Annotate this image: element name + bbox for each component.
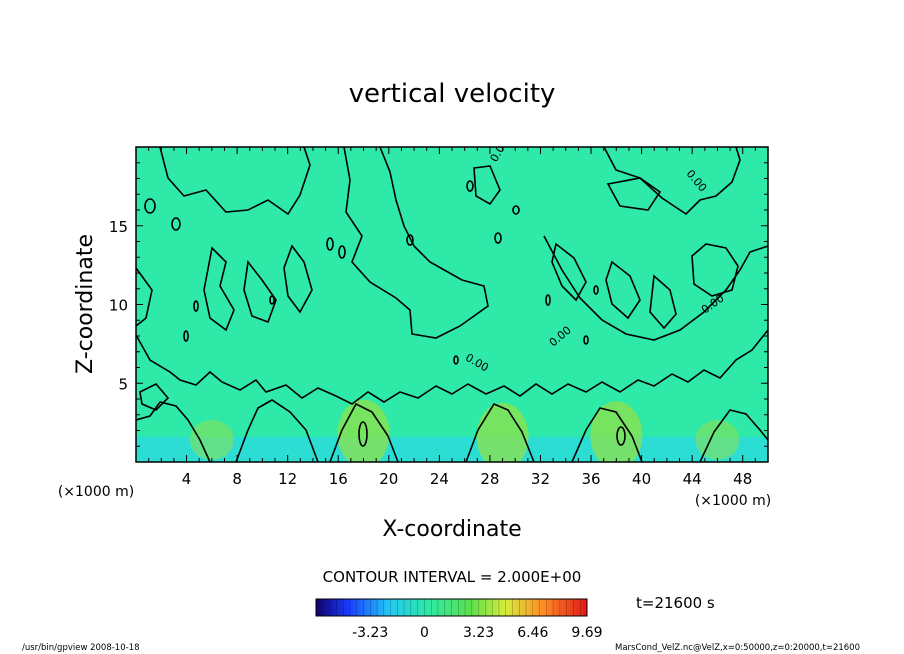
contour-lines [136,147,768,462]
contour-line [193,300,199,312]
x-tick-label: 40 [632,470,651,488]
contour-line [338,245,346,259]
contour-line [583,335,589,345]
updraft-region [590,401,643,462]
x-unit-label-right: (×1000 m) [695,493,771,509]
contour-line [543,235,768,341]
contour-interval-text: CONTOUR INTERVAL = 2.000E+00 [323,568,582,586]
x-tick-label: 28 [480,470,499,488]
contour-line [466,180,474,192]
contour-line [283,244,313,314]
contour-line [593,285,599,295]
contour-line [203,246,235,332]
y-tick-label: 15 [109,218,128,236]
contour-line [159,147,311,216]
contour-line [136,329,768,405]
contour-line [545,294,551,306]
x-unit-label-left: (×1000 m) [58,484,134,500]
x-tick-label: 4 [182,470,192,488]
x-axis-ticks: 4 8 12 16 20 24 28 32 36 40 44 48 [148,147,756,488]
contour-line [649,274,677,330]
x-tick-label: 32 [531,470,550,488]
x-tick-label: 24 [430,470,449,488]
colorbar-tick-label: -3.23 [352,625,388,641]
x-tick-label: 12 [278,470,297,488]
contour-line [691,243,739,297]
contour-line [603,147,741,216]
footer-right: MarsCond_VelZ.nc@VelZ,x=0:50000,z=0:2000… [615,643,860,653]
contour-line [136,267,153,327]
contour-line [326,237,334,251]
contour-line [171,217,181,231]
contour-line [235,399,319,462]
colorbar-tick-label: 9.69 [571,625,602,641]
contour-line [453,355,459,365]
contour-line [699,409,768,462]
colorbar-tick-label: 0 [420,625,429,641]
colorbar-ticks: -3.23 0 3.23 6.46 9.69 [322,599,603,641]
y-axis-ticks: 5 10 15 [109,162,768,447]
colorbar-tick-label: 3.23 [463,625,494,641]
contour-line [571,407,643,462]
contour-line [473,165,501,206]
updraft-contour [616,426,626,446]
y-tick-label: 10 [109,297,128,315]
chart-title: vertical velocity [349,79,556,109]
x-tick-label: 36 [581,470,600,488]
y-axis-label: Z-coordinate [73,234,98,374]
updraft-region [337,399,390,462]
updraft-contour [358,421,368,447]
contour-line [465,402,535,462]
plot-field-background [136,147,768,462]
contour-line [136,401,211,462]
contour-line [512,205,520,215]
contour-line [406,234,414,246]
x-tick-label: 20 [379,470,398,488]
x-tick-label: 44 [683,470,702,488]
contour-line [494,232,502,244]
contour-line [605,260,641,320]
x-tick-label: 8 [232,470,242,488]
time-label: t=21600 s [636,594,715,612]
plot-area: 0.000.000.000.000.00 [136,147,768,462]
contour-line [551,242,587,302]
footer-left: /usr/bin/gpview 2008-10-18 [22,643,140,653]
contour-line [139,383,170,411]
contour-line [343,147,489,339]
colorbar-tick-label: 6.46 [517,625,548,641]
updraft-region [189,419,234,460]
x-tick-label: 48 [733,470,752,488]
updraft-region [476,402,529,462]
contour-line [144,198,156,214]
contour-line [243,260,277,324]
x-axis-label: X-coordinate [382,517,521,542]
x-tick-label: 16 [329,470,348,488]
contour-line [269,295,275,305]
contour-line [329,402,399,462]
contour-line [183,330,189,342]
y-tick-label: 5 [118,375,128,393]
contour-line [606,177,662,211]
